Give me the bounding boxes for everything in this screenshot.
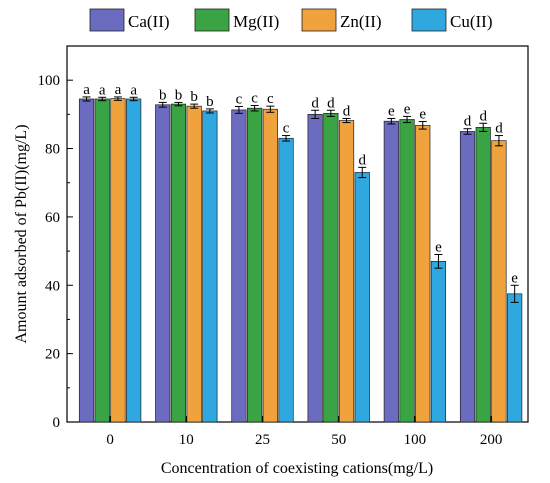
significance-letter: d bbox=[327, 95, 335, 111]
legend-label: Mg(II) bbox=[233, 12, 279, 31]
legend-label: Zn(II) bbox=[340, 12, 382, 31]
significance-letter: d bbox=[358, 152, 366, 168]
significance-letter: a bbox=[83, 82, 90, 98]
legend-label: Ca(II) bbox=[128, 12, 170, 31]
significance-letter: b bbox=[175, 87, 183, 103]
bar bbox=[78, 98, 95, 423]
bar bbox=[307, 114, 323, 423]
significance-letter: b bbox=[190, 89, 198, 105]
bar bbox=[459, 131, 476, 423]
bar bbox=[507, 293, 523, 423]
significance-letter: c bbox=[236, 92, 243, 108]
significance-letter: b bbox=[206, 94, 214, 110]
y-axis-label: Amount adsorbed of Pb(II)(mg/L) bbox=[13, 124, 30, 343]
significance-letter: c bbox=[267, 91, 274, 107]
legend-swatch bbox=[194, 8, 230, 32]
significance-letter: d bbox=[464, 114, 472, 130]
bar bbox=[126, 98, 142, 423]
bar bbox=[323, 112, 339, 423]
x-tick-label: 10 bbox=[179, 432, 194, 448]
legend: Ca(II) Mg(II) Zn(II) Cu(II) bbox=[89, 8, 492, 32]
significance-letter: a bbox=[99, 82, 106, 98]
y-tick-label: 40 bbox=[45, 278, 60, 294]
bar bbox=[231, 109, 247, 423]
y-tick-label: 100 bbox=[38, 73, 61, 89]
legend-swatch bbox=[89, 8, 125, 32]
significance-letter: e bbox=[404, 101, 411, 117]
x-tick-label: 0 bbox=[106, 432, 114, 448]
bar bbox=[186, 105, 202, 423]
bar bbox=[338, 120, 355, 423]
y-tick-label: 60 bbox=[45, 210, 60, 226]
x-tick-label: 25 bbox=[255, 432, 270, 448]
plot-frame bbox=[66, 45, 529, 423]
legend-label: Cu(II) bbox=[450, 12, 492, 31]
bar bbox=[278, 137, 294, 423]
significance-letter: e bbox=[511, 270, 518, 286]
bar bbox=[491, 140, 507, 423]
bar bbox=[383, 120, 399, 423]
significance-letter: c bbox=[283, 121, 290, 137]
bar bbox=[94, 98, 110, 423]
bar bbox=[262, 108, 278, 423]
bar bbox=[155, 104, 171, 423]
significance-letter: e bbox=[435, 240, 442, 256]
significance-letter: e bbox=[419, 107, 426, 123]
significance-letter: d bbox=[479, 108, 487, 124]
y-tick-label: 0 bbox=[53, 415, 61, 431]
bar bbox=[170, 103, 187, 423]
x-tick-label: 100 bbox=[404, 432, 427, 448]
legend-swatch bbox=[411, 8, 447, 32]
significance-letter: a bbox=[130, 82, 137, 98]
bar bbox=[247, 107, 263, 423]
significance-letter: e bbox=[388, 103, 395, 119]
significance-letter: b bbox=[159, 87, 167, 103]
significance-letter: d bbox=[311, 95, 319, 111]
y-tick-label: 20 bbox=[45, 347, 60, 363]
y-axis: 0 20 40 60 80 100 bbox=[38, 73, 73, 431]
bar bbox=[475, 127, 491, 423]
y-tick-label: 80 bbox=[45, 142, 60, 158]
significance-letter: d bbox=[495, 121, 503, 137]
x-axis-label: Concentration of coexisting cations(mg/L… bbox=[161, 460, 433, 477]
x-tick-label: 200 bbox=[480, 432, 503, 448]
x-axis: 0 10 25 50 100 200 bbox=[106, 416, 502, 448]
bar bbox=[354, 172, 370, 423]
bar bbox=[202, 110, 218, 423]
legend-swatch bbox=[301, 8, 337, 32]
significance-letter: d bbox=[343, 103, 351, 119]
significance-letter: a bbox=[115, 82, 122, 98]
bar bbox=[399, 119, 415, 423]
bar bbox=[430, 260, 447, 423]
bar bbox=[415, 124, 431, 423]
bar bbox=[110, 98, 126, 423]
significance-letter: c bbox=[251, 90, 258, 106]
x-tick-label: 50 bbox=[331, 432, 346, 448]
